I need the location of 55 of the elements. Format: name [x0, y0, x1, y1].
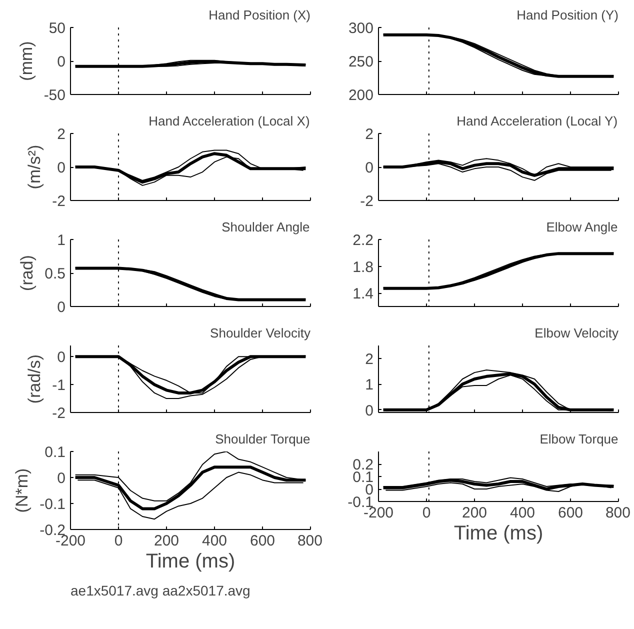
chart-title: Elbow Velocity — [534, 326, 619, 340]
chart-title: Hand Position (X) — [208, 8, 311, 22]
y-tick-label: 300 — [348, 20, 374, 37]
y-tick-label: 0 — [365, 402, 374, 420]
y-tick-label: 50 — [48, 20, 66, 37]
y-tick-label: 2 — [365, 350, 374, 368]
y-axis-title: (mm) — [16, 41, 36, 81]
y-axis-title: (m/s²) — [25, 144, 44, 190]
x-tick-label: 800 — [605, 504, 631, 522]
y-axis-title: (N*m) — [12, 468, 32, 513]
x-tick-label: 400 — [202, 532, 228, 550]
y-tick-label: 0 — [57, 299, 66, 316]
y-axis-title: (rad) — [18, 255, 37, 291]
x-axis-title: Time (ms) — [454, 522, 544, 544]
y-tick-label: 2 — [57, 126, 66, 143]
y-tick-label: 1.8 — [352, 258, 374, 276]
x-tick-label: 200 — [462, 504, 488, 522]
y-tick-label: 0 — [365, 160, 374, 176]
y-tick-label: -2 — [360, 193, 374, 210]
y-tick-label: 200 — [348, 87, 374, 104]
y-tick-label: 0 — [57, 160, 66, 176]
y-tick-label: 0.5 — [44, 266, 66, 282]
y-tick-label: 1.4 — [352, 286, 374, 303]
x-tick-label: 200 — [154, 532, 180, 550]
y-tick-label: 0 — [57, 54, 66, 70]
chart-title: Shoulder Velocity — [210, 326, 311, 340]
y-tick-label: 0.1 — [44, 444, 66, 461]
x-tick-label: 400 — [510, 504, 536, 522]
chart-title: Shoulder Angle — [222, 220, 310, 234]
y-tick-label: 0 — [57, 349, 66, 366]
text: ae1x5017.avg aa2x5017.avg — [70, 582, 250, 598]
y-tick-label: 2 — [365, 126, 374, 143]
x-tick-label: 0 — [114, 532, 123, 550]
y-tick-label: -50 — [44, 87, 66, 104]
y-tick-label: 250 — [348, 54, 374, 70]
x-tick-label: 600 — [250, 532, 276, 550]
x-tick-label: 600 — [558, 504, 584, 522]
chart-title: Shoulder Torque — [215, 432, 310, 446]
chart-title: Elbow Torque — [540, 432, 618, 446]
y-tick-label: 1 — [57, 232, 66, 249]
y-tick-label: -1 — [52, 377, 66, 394]
y-tick-label: 1 — [365, 376, 374, 394]
y-tick-label: -0.1 — [40, 496, 66, 513]
y-tick-label: 0 — [57, 470, 66, 487]
chart-title: Hand Acceleration (Local Y) — [456, 114, 618, 128]
y-tick-label: -2 — [52, 193, 66, 210]
chart-title: Hand Position (Y) — [516, 8, 619, 22]
x-tick-label: 0 — [422, 504, 431, 522]
chart-title: Hand Acceleration (Local X) — [148, 114, 310, 128]
chart-title: Elbow Angle — [546, 220, 618, 234]
y-tick-label: -2 — [52, 405, 66, 422]
y-axis-title: (rad/s) — [25, 354, 44, 404]
x-tick-label: 800 — [297, 532, 323, 550]
x-axis-title: Time (ms) — [146, 550, 236, 572]
y-tick-label: 2.2 — [352, 232, 374, 249]
